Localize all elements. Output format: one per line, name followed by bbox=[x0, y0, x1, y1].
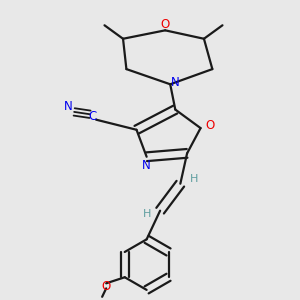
Text: C: C bbox=[88, 110, 97, 124]
Text: O: O bbox=[102, 280, 111, 293]
Text: O: O bbox=[160, 18, 170, 31]
Text: O: O bbox=[206, 119, 214, 132]
Text: N: N bbox=[142, 159, 151, 172]
Text: H: H bbox=[190, 174, 198, 184]
Text: N: N bbox=[64, 100, 73, 113]
Text: H: H bbox=[143, 209, 152, 219]
Text: N: N bbox=[171, 76, 180, 89]
